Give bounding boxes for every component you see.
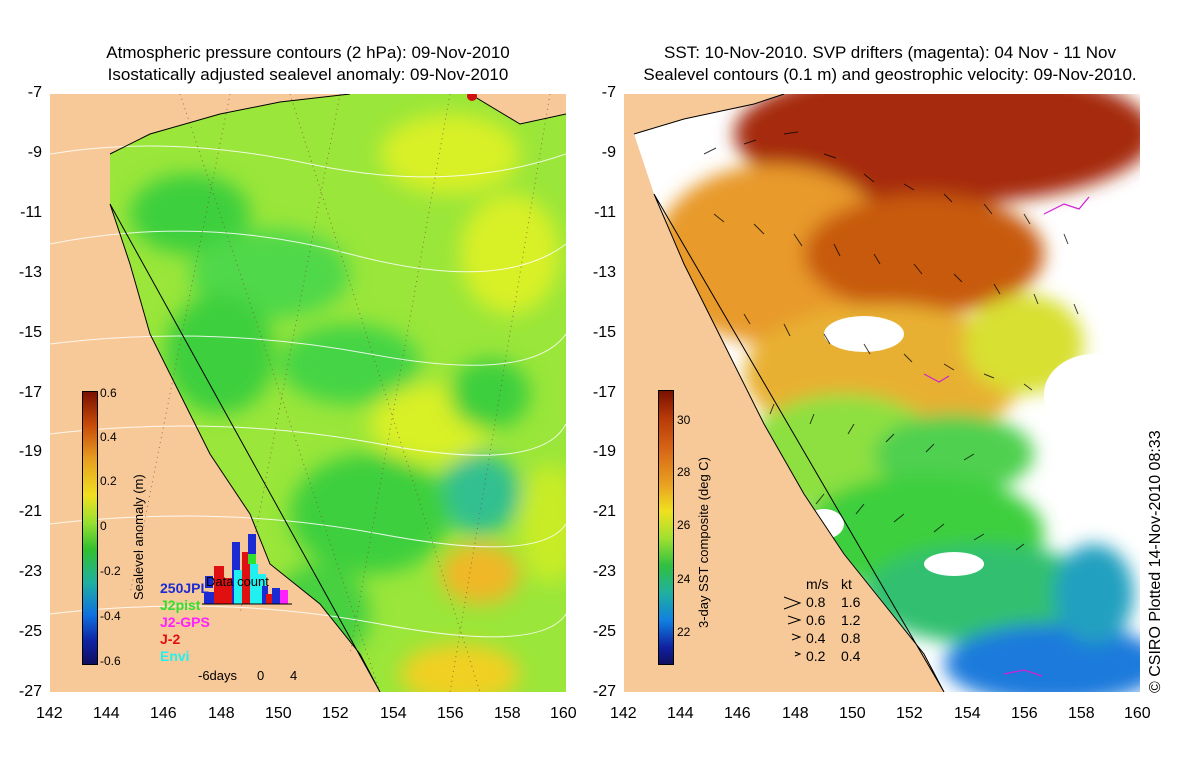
lon-tick-left-0: 142	[36, 705, 63, 722]
sealevel-anomaly-map	[50, 94, 566, 692]
data-count-axis-2: 4	[290, 668, 298, 683]
lon-tick-left-5: 152	[322, 705, 349, 722]
lat-tick-left-5: -17	[18, 384, 42, 401]
lat-tick-left-6: -19	[18, 443, 42, 460]
lat-tick-right-10: -27	[592, 683, 616, 700]
sst-tick-0: 30	[677, 413, 691, 427]
lon-tick-right-5: 152	[896, 705, 923, 722]
sst-tick-1: 28	[677, 465, 691, 479]
data-count-axis-0: -6days	[198, 668, 238, 683]
lat-tick-right-4: -15	[592, 324, 616, 341]
lat-tick-left-3: -13	[18, 264, 42, 281]
lon-tick-left-9: 160	[550, 705, 577, 722]
left-map	[50, 94, 566, 692]
lat-tick-left-4: -15	[18, 324, 42, 341]
lon-tick-right-2: 146	[724, 705, 751, 722]
sst-colorbar-label: 3-day SST composite (deg C)	[696, 457, 711, 628]
lon-tick-left-4: 150	[265, 705, 292, 722]
lat-tick-right-1: -9	[601, 144, 616, 161]
lon-tick-right-6: 154	[954, 705, 981, 722]
sealevel-tick-1: 0.4	[100, 430, 117, 444]
data-count-chart	[202, 534, 292, 605]
lon-tick-right-1: 144	[667, 705, 694, 722]
sealevel-tick-3: 0	[100, 519, 107, 533]
data-count-title: Data count	[206, 574, 269, 589]
lat-tick-right-5: -17	[592, 384, 616, 401]
lat-tick-right-6: -19	[592, 443, 616, 460]
right-map	[624, 94, 1140, 692]
velocity-row-0-kt: 1.6	[841, 594, 861, 610]
lat-tick-left-9: -25	[18, 623, 42, 640]
lat-tick-right-9: -25	[592, 623, 616, 640]
sealevel-colorbar-label: Sealevel anomaly (m)	[131, 474, 146, 600]
mission-label-1: J2pist	[160, 597, 201, 613]
velocity-row-0-ms: 0.8	[806, 594, 826, 610]
lat-tick-right-3: -13	[592, 264, 616, 281]
lon-tick-left-1: 144	[93, 705, 120, 722]
lon-tick-left-6: 154	[380, 705, 407, 722]
lon-tick-left-7: 156	[437, 705, 464, 722]
lon-tick-left-3: 148	[208, 705, 235, 722]
mission-label-4: Envi	[160, 648, 190, 664]
mission-label-2: J2-GPS	[160, 614, 210, 630]
lon-tick-left-8: 158	[494, 705, 521, 722]
lon-tick-right-8: 158	[1068, 705, 1095, 722]
lat-tick-left-10: -27	[18, 683, 42, 700]
lat-tick-right-2: -11	[594, 204, 616, 221]
velocity-row-2-kt: 0.8	[841, 630, 861, 646]
sealevel-tick-0: 0.6	[100, 386, 117, 400]
right-title-line2: Sealevel contours (0.1 m) and geostrophi…	[643, 65, 1137, 84]
sealevel-colorbar	[82, 391, 98, 665]
left-title-line1: Atmospheric pressure contours (2 hPa): 0…	[106, 43, 510, 62]
velocity-row-2-ms: 0.4	[806, 630, 826, 646]
sst-tick-2: 26	[677, 518, 691, 532]
lat-tick-right-8: -23	[592, 563, 616, 580]
right-title: SST: 10-Nov-2010. SVP drifters (magenta)…	[600, 42, 1180, 86]
lon-tick-right-9: 160	[1124, 705, 1151, 722]
lat-tick-left-8: -23	[18, 563, 42, 580]
velocity-legend-arrows	[783, 596, 802, 657]
velocity-row-1-kt: 1.2	[841, 612, 861, 628]
sealevel-tick-2: 0.2	[100, 474, 117, 488]
sealevel-tick-5: -0.4	[100, 609, 121, 623]
left-title: Atmospheric pressure contours (2 hPa): 0…	[50, 42, 566, 86]
velocity-header-ms: m/s	[806, 576, 829, 592]
copyright-notice: © CSIRO Plotted 14-Nov-2010 08:33	[1147, 430, 1164, 693]
lat-tick-left-1: -9	[27, 144, 42, 161]
sst-colorbar	[658, 390, 674, 665]
left-title-line2: Isostatically adjusted sealevel anomaly:…	[107, 65, 509, 84]
lat-tick-left-7: -21	[18, 503, 42, 520]
lon-tick-right-7: 156	[1011, 705, 1038, 722]
mission-label-0: 250JPL	[160, 580, 210, 596]
sealevel-tick-4: -0.2	[100, 564, 121, 578]
lat-tick-right-0: -7	[601, 84, 616, 101]
sst-tick-4: 22	[677, 625, 691, 639]
mission-label-3: J-2	[160, 631, 181, 647]
data-count-axis-1: 0	[257, 668, 265, 683]
data-count-bars	[205, 576, 213, 588]
right-title-line1: SST: 10-Nov-2010. SVP drifters (magenta)…	[664, 43, 1116, 62]
velocity-row-3-ms: 0.2	[806, 648, 826, 664]
lat-tick-right-7: -21	[592, 503, 616, 520]
velocity-row-1-ms: 0.6	[806, 612, 826, 628]
sealevel-tick-6: -0.6	[100, 654, 121, 668]
lat-tick-left-2: -11	[20, 204, 42, 221]
lon-tick-right-3: 148	[782, 705, 809, 722]
lat-tick-left-0: -7	[27, 84, 42, 101]
lon-tick-left-2: 146	[150, 705, 177, 722]
sst-tick-3: 24	[677, 572, 691, 586]
velocity-header-kt: kt	[841, 576, 852, 592]
lon-tick-right-4: 150	[839, 705, 866, 722]
velocity-row-3-kt: 0.4	[841, 648, 861, 664]
lon-tick-right-0: 142	[610, 705, 637, 722]
sst-map	[624, 94, 1140, 692]
